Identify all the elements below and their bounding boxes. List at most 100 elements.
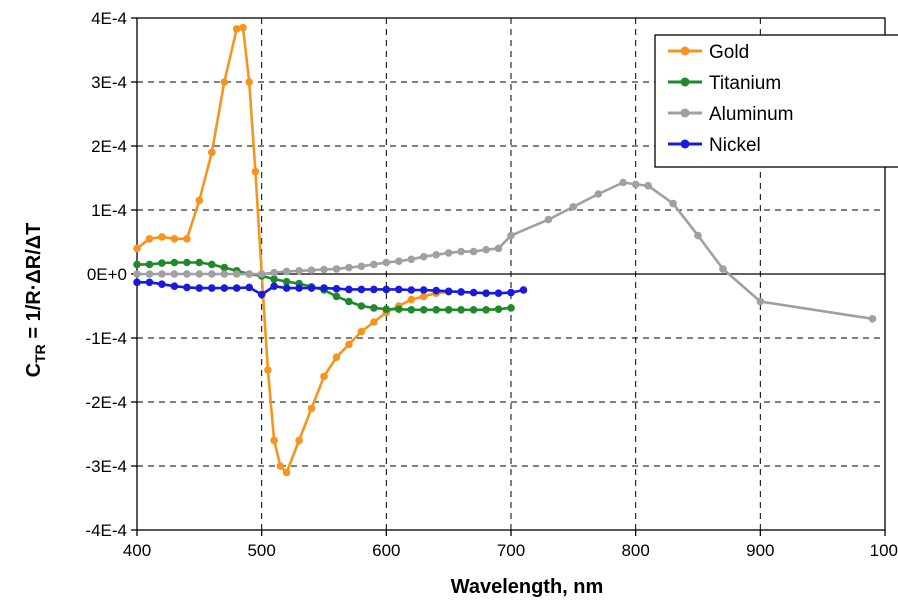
data-point (432, 286, 441, 295)
x-tick-label: 700 (497, 541, 525, 560)
data-point (444, 306, 453, 314)
data-point (370, 304, 378, 312)
data-point (332, 353, 341, 362)
data-point (419, 286, 428, 294)
series-nickel (133, 278, 528, 299)
data-point (719, 265, 727, 273)
legend-marker (680, 77, 690, 87)
data-point (332, 284, 341, 293)
data-point (395, 305, 403, 314)
data-point (145, 270, 154, 278)
data-point (482, 306, 490, 314)
data-point (195, 270, 204, 278)
data-point (282, 267, 291, 276)
legend-label: Titanium (709, 73, 781, 94)
data-point (158, 259, 166, 267)
legend-box (654, 34, 898, 168)
data-point (345, 285, 353, 294)
y-tick-label: -4E-4 (85, 521, 127, 540)
data-point (569, 203, 578, 211)
y-tick-label: -2E-4 (85, 393, 127, 412)
legend-marker (680, 46, 690, 56)
data-point (507, 288, 515, 297)
data-point (307, 404, 316, 413)
tick-marks (131, 17, 886, 536)
data-point (208, 148, 216, 157)
data-point (631, 180, 640, 189)
data-point (133, 270, 141, 278)
y-tick-label: -3E-4 (85, 457, 127, 476)
data-point (332, 292, 341, 301)
data-point (170, 282, 179, 291)
y-axis-title-rest: = 1/R·ΔR/ΔT (23, 223, 45, 345)
data-point (756, 297, 765, 306)
data-point (170, 235, 179, 243)
data-point (407, 286, 416, 294)
data-point (264, 366, 272, 374)
data-point (644, 181, 652, 190)
data-point (432, 251, 441, 259)
data-point (282, 468, 291, 477)
data-point (357, 285, 366, 294)
data-point (208, 260, 216, 269)
data-point (407, 306, 416, 314)
data-point (276, 462, 285, 470)
data-point (407, 295, 416, 304)
data-point (469, 247, 478, 256)
data-point (407, 255, 416, 264)
data-point (494, 289, 503, 298)
data-point (270, 268, 278, 277)
data-point (370, 285, 378, 294)
y-tick-label: 0E+0 (87, 265, 127, 284)
data-point (158, 270, 166, 278)
x-tick-label: 500 (247, 541, 275, 560)
data-point (133, 278, 141, 287)
data-point (494, 244, 503, 253)
data-point (357, 327, 366, 336)
data-point (245, 270, 253, 278)
x-tick-labels: 400 500 600 700 800 900 100 (123, 541, 898, 560)
data-point (544, 215, 553, 224)
data-point (395, 257, 403, 266)
data-point (220, 78, 229, 86)
data-point (332, 265, 341, 273)
data-point (183, 258, 191, 267)
legend-label: Nickel (709, 135, 761, 156)
data-point (519, 286, 528, 294)
data-point (320, 372, 328, 381)
data-point (482, 245, 490, 254)
data-point (232, 270, 241, 278)
data-point (195, 258, 204, 267)
x-tick-label: 900 (746, 541, 774, 560)
data-point (232, 284, 241, 292)
data-point (270, 436, 278, 445)
x-axis-title: Wavelength, nm (451, 576, 604, 598)
y-tick-label: 1E-4 (91, 201, 127, 220)
data-point (245, 78, 253, 86)
data-point (370, 260, 378, 269)
data-point (245, 283, 253, 292)
data-point (594, 190, 603, 198)
data-point (232, 25, 241, 33)
legend-marker (680, 108, 690, 118)
data-point (457, 288, 465, 296)
data-point (183, 235, 191, 243)
data-point (183, 270, 191, 278)
data-point (145, 278, 154, 287)
y-tick-label: 2E-4 (91, 137, 127, 156)
data-point (270, 282, 278, 291)
legend: Gold Titanium Aluminum Nickel (654, 34, 898, 168)
data-point (307, 266, 316, 275)
data-point (270, 275, 278, 283)
x-tick-label: 800 (621, 541, 649, 560)
legend-label: Aluminum (709, 104, 793, 125)
data-point (494, 305, 503, 314)
data-point (282, 277, 291, 286)
data-point (158, 280, 166, 289)
legend-label: Gold (709, 42, 749, 63)
data-point (444, 249, 453, 257)
data-point (507, 304, 515, 312)
data-point (382, 305, 391, 314)
data-point (133, 244, 141, 253)
